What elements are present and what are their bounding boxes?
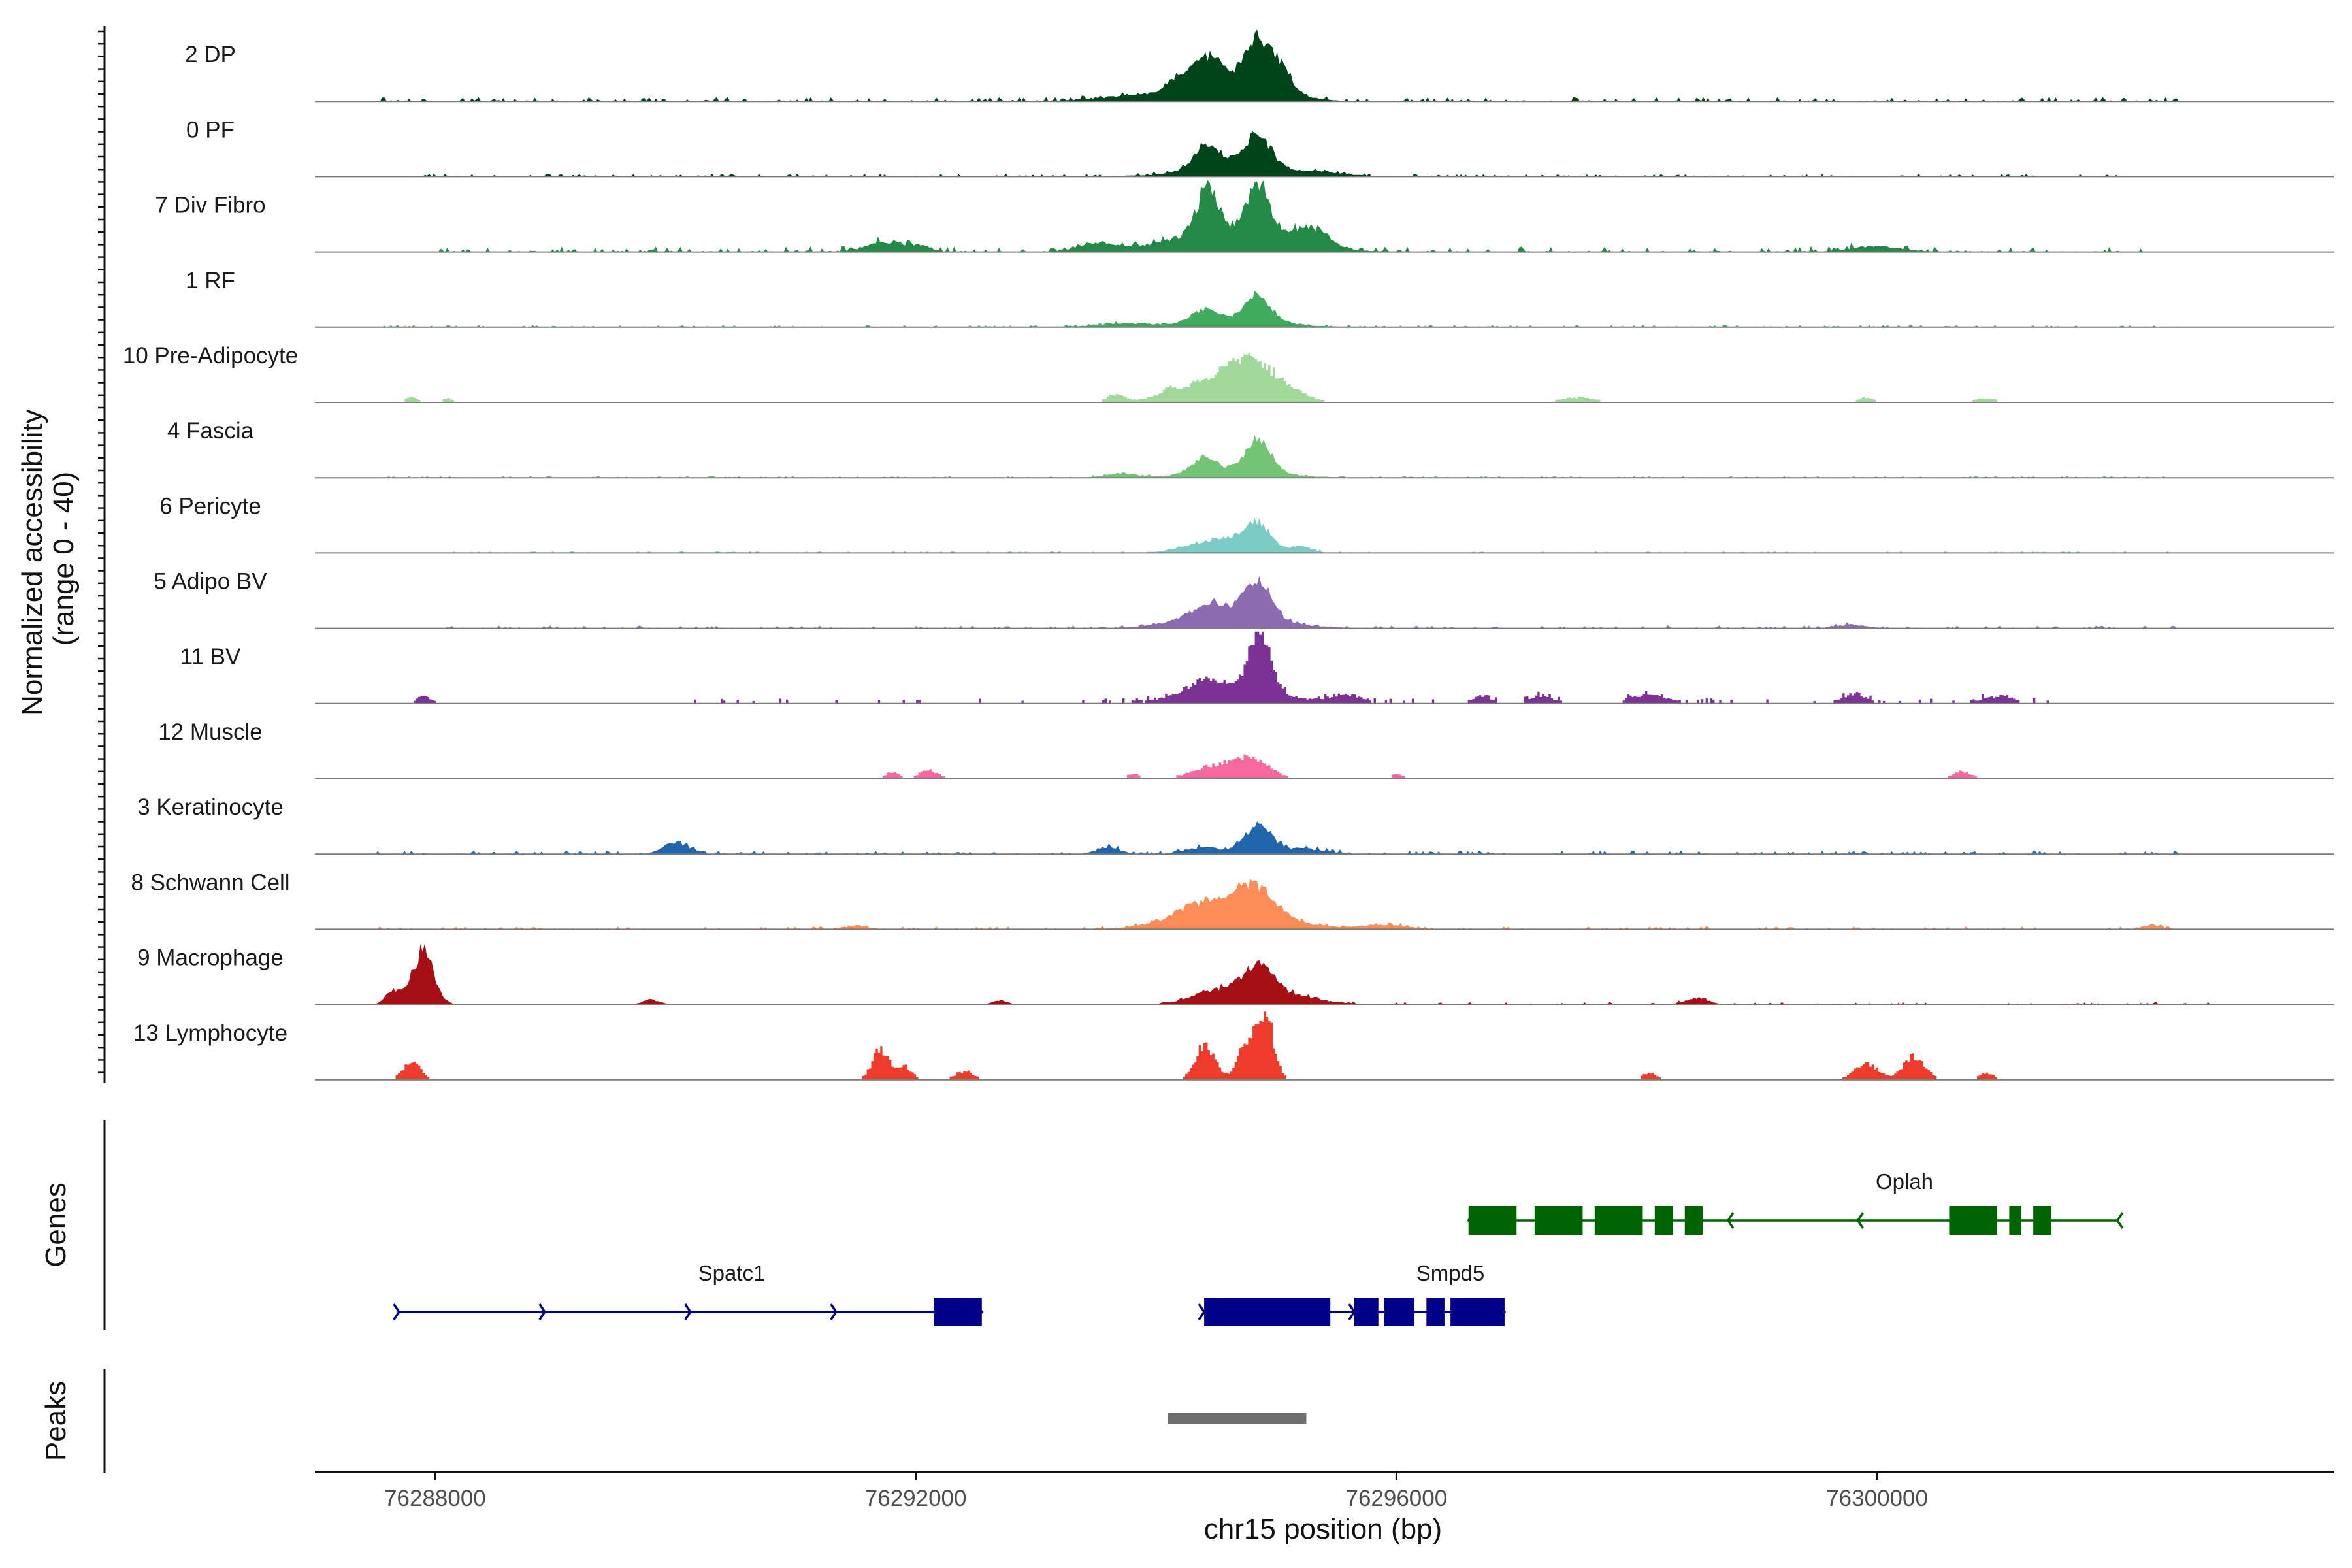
gene-label: Smpd5 (1416, 1261, 1485, 1285)
coverage-area (315, 291, 2334, 327)
strand-arrow (1856, 1212, 1865, 1229)
track-label: 2 DP (185, 42, 236, 67)
track-label: 6 Pericyte (159, 493, 261, 519)
gene-exon (2009, 1206, 2021, 1235)
strand-arrow (1726, 1212, 1735, 1229)
x-tick-label: 76296000 (1345, 1486, 1447, 1511)
coverage-area (315, 631, 2334, 704)
y-axis-title-line-1: Normalized accessibility (16, 409, 48, 715)
coverage-area (315, 1011, 2334, 1080)
coverage-track: 1 RF (186, 268, 2334, 328)
coverage-area (315, 353, 2334, 402)
x-tick-label: 76292000 (865, 1486, 967, 1511)
peak-region (1168, 1413, 1307, 1424)
coverage-track: 5 Adipo BV (154, 569, 2334, 629)
track-label: 7 Div Fibro (155, 193, 265, 218)
gene-model: Oplah (1467, 1169, 2124, 1235)
gene-exon (1654, 1206, 1673, 1235)
gene-exon (1534, 1206, 1583, 1235)
gene-exon (2033, 1206, 2051, 1235)
track-label: 13 Lymphocyte (133, 1021, 287, 1046)
gene-model: Smpd5 (1198, 1261, 1506, 1326)
strand-arrow (1198, 1303, 1206, 1320)
coverage-track: 0 PF (186, 117, 2334, 178)
coverage-track: 12 Muscle (158, 719, 2334, 779)
gene-exon (934, 1298, 982, 1326)
coverage-track: 4 Fascia (167, 418, 2334, 479)
track-label: 3 Keratinocyte (137, 794, 284, 820)
track-label: 11 BV (180, 644, 241, 670)
gene-exon (1450, 1298, 1505, 1326)
coverage-area (315, 821, 2334, 855)
gene-model: Spatc1 (393, 1261, 983, 1326)
coverage-track: 11 BV (180, 631, 2334, 704)
strand-arrow (393, 1303, 400, 1320)
coverage-track: 8 Schwann Cell (131, 870, 2334, 930)
y-axis-ticks (98, 26, 106, 1083)
coverage-track: 3 Keratinocyte (137, 794, 2334, 855)
peak-panel: Peaks (40, 1369, 1307, 1473)
coverage-track: 10 Pre-Adipocyte (123, 343, 2334, 403)
track-label: 5 Adipo BV (154, 569, 267, 595)
gene-exon (1384, 1298, 1414, 1326)
gene-label: Oplah (1876, 1169, 1933, 1194)
x-tick-label: 76300000 (1826, 1486, 1928, 1511)
gene-exon (1204, 1298, 1331, 1326)
coverage-area (315, 435, 2334, 478)
coverage-area (315, 943, 2334, 1005)
track-label: 4 Fascia (167, 418, 254, 444)
x-tick-label: 76288000 (384, 1486, 486, 1511)
coverage-area (315, 576, 2334, 629)
y-axis-title: Normalized accessibility (range 0 - 40) (16, 401, 80, 716)
coverage-tracks: 2 DP 0 PF 7 Div Fibro 1 RF 10 Pre-Adipocyte 4… (123, 29, 2334, 1081)
coverage-track: 2 DP (185, 29, 2334, 103)
peaks-track-title: Peaks (40, 1381, 72, 1461)
track-label: 9 Macrophage (137, 945, 284, 971)
coverage-track: 9 Macrophage (137, 943, 2334, 1005)
coverage-area (315, 29, 2334, 102)
gene-exon (1684, 1206, 1703, 1235)
gene-label: Spatc1 (698, 1261, 766, 1285)
track-label: 0 PF (186, 117, 235, 142)
coverage-track: 7 Div Fibro (155, 180, 2334, 253)
gene-exon (1426, 1298, 1445, 1326)
strand-arrow (684, 1303, 692, 1320)
coverage-area (315, 517, 2334, 553)
track-label: 10 Pre-Adipocyte (123, 343, 298, 368)
gene-exon (1594, 1206, 1643, 1235)
x-axis: 76288000 76292000 76296000 76300000 (315, 1471, 2334, 1511)
coverage-area (315, 878, 2334, 930)
strand-arrow (2115, 1212, 2124, 1229)
track-label: 8 Schwann Cell (131, 870, 289, 895)
y-axis-title-line-2: (range 0 - 40) (48, 472, 80, 646)
gene-exon (1354, 1298, 1379, 1326)
gene-exon (1949, 1206, 1997, 1235)
gene-panel: Genes Oplah Spatc1 Smpd5 (40, 1120, 2124, 1330)
strand-arrow (1348, 1303, 1356, 1320)
gene-exon (1468, 1206, 1517, 1235)
strand-arrow (830, 1303, 838, 1320)
track-label: 1 RF (186, 268, 235, 293)
strand-arrow (538, 1303, 546, 1320)
coverage-area (315, 131, 2334, 177)
coverage-area (315, 180, 2334, 252)
track-label: 12 Muscle (158, 719, 263, 745)
coverage-track: 13 Lymphocyte (133, 1011, 2334, 1081)
x-axis-title: chr15 position (bp) (1204, 1513, 1442, 1545)
coverage-track: 6 Pericyte (159, 493, 2334, 554)
coverage-area (315, 754, 2334, 779)
genes-track-title: Genes (40, 1183, 72, 1267)
